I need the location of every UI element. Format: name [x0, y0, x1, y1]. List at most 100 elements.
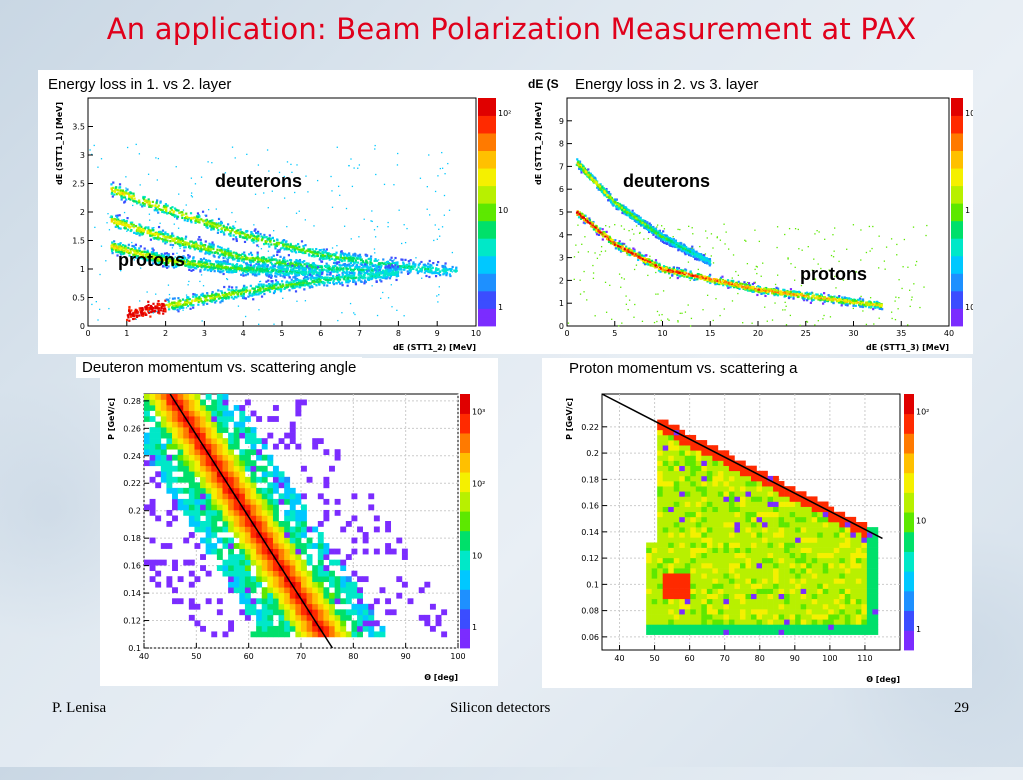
heatmap-cell — [199, 269, 201, 271]
heatmap-cell — [165, 208, 167, 210]
heatmap-cell — [97, 167, 98, 168]
heatmap-cell — [200, 300, 202, 302]
heatmap-cell — [132, 314, 134, 316]
heatmap-cell — [309, 270, 311, 272]
colorbar-label: 1 — [498, 303, 503, 312]
heatmap-cell — [442, 168, 443, 169]
heatmap-cell — [118, 245, 120, 247]
heatmap-cell — [132, 205, 133, 206]
heatmap-cell — [350, 303, 351, 304]
heatmap-cell — [193, 241, 195, 243]
heatmap-cell — [156, 307, 158, 309]
heatmap-cell — [229, 268, 231, 270]
heatmap-cell — [435, 191, 436, 192]
heatmap-cell — [245, 271, 247, 273]
heatmap-cell — [273, 243, 275, 245]
heatmap-cell — [400, 271, 402, 273]
heatmap-cell — [364, 219, 365, 220]
heatmap-cell — [305, 219, 306, 220]
heatmap-cell — [332, 207, 333, 208]
heatmap-cell — [243, 297, 244, 298]
heatmap-cell — [360, 271, 362, 273]
heatmap-cell — [149, 235, 151, 237]
heatmap-cell — [191, 260, 193, 262]
heatmap-cell — [272, 270, 274, 272]
heatmap-cell — [242, 272, 244, 274]
heatmap-cell — [256, 235, 258, 237]
heatmap-cell — [130, 316, 132, 318]
heatmap-cell — [136, 202, 138, 204]
heatmap-cell — [115, 249, 117, 251]
heatmap-cell — [120, 242, 122, 244]
heatmap-cell — [289, 276, 291, 278]
heatmap-cell — [150, 233, 152, 235]
heatmap-cell — [159, 223, 160, 224]
heatmap-cell — [331, 258, 333, 260]
heatmap-cell — [293, 269, 295, 271]
heatmap-cell — [408, 263, 410, 265]
heatmap-cell — [329, 277, 331, 279]
heatmap-cell — [295, 275, 297, 277]
heatmap-cell — [262, 259, 264, 261]
heatmap-cell — [107, 213, 108, 214]
heatmap-cell — [403, 269, 405, 271]
heatmap-cell — [243, 251, 245, 253]
heatmap-cell — [126, 217, 128, 219]
heatmap-cell — [179, 300, 181, 302]
heatmap-cell — [452, 252, 453, 253]
heatmap-cell — [375, 174, 376, 175]
heatmap-cell — [245, 274, 247, 276]
heatmap-cell — [332, 247, 333, 248]
heatmap-cell — [210, 269, 212, 271]
heatmap-cell — [121, 197, 123, 199]
heatmap-cell — [401, 243, 402, 244]
heatmap-cell — [219, 262, 221, 264]
heatmap-cell — [317, 251, 319, 253]
heatmap-cell — [451, 268, 453, 270]
heatmap-cell — [252, 239, 254, 241]
heatmap-cell — [373, 274, 374, 275]
heatmap-cell — [279, 264, 281, 266]
heatmap-cell — [140, 184, 141, 185]
heatmap-cell — [203, 248, 205, 250]
heatmap-cell — [269, 240, 271, 242]
heatmap-cell — [325, 279, 327, 281]
heatmap-cell — [158, 303, 160, 305]
heatmap-cell — [130, 192, 132, 194]
heatmap-cell — [223, 225, 225, 227]
heatmap-cell — [449, 210, 450, 211]
heatmap-cell — [177, 297, 179, 299]
heatmap-cell — [320, 277, 322, 279]
heatmap-cell — [412, 261, 414, 263]
heatmap-cell — [273, 255, 275, 257]
heatmap-cell — [122, 244, 124, 246]
heatmap-cell — [318, 272, 319, 273]
heatmap-cell — [122, 247, 124, 249]
heatmap-cell — [291, 272, 293, 274]
heatmap-cell — [197, 238, 199, 240]
heatmap-cell — [178, 193, 179, 194]
heatmap-cell — [286, 226, 287, 227]
heatmap-cell — [117, 243, 119, 245]
x-tick-label: 2 — [163, 329, 168, 338]
heatmap-cell — [197, 304, 199, 306]
heatmap-cell — [258, 266, 260, 268]
heatmap-cell — [414, 264, 416, 266]
heatmap-cell — [200, 261, 202, 263]
heatmap-cell — [319, 252, 321, 254]
heatmap-cell — [657, 232, 659, 234]
heatmap-cell — [580, 171, 582, 173]
heatmap-cell — [410, 269, 412, 271]
heatmap-cell — [280, 290, 282, 292]
heatmap-cell — [377, 315, 378, 316]
heatmap-cell — [273, 240, 275, 242]
heatmap-cell — [289, 244, 291, 246]
heatmap-cell — [288, 281, 290, 283]
heatmap-cell — [219, 254, 221, 256]
heatmap-cell — [288, 289, 290, 291]
heatmap-cell — [274, 273, 276, 275]
heatmap-cell — [315, 248, 317, 250]
heatmap-cell — [154, 310, 156, 312]
